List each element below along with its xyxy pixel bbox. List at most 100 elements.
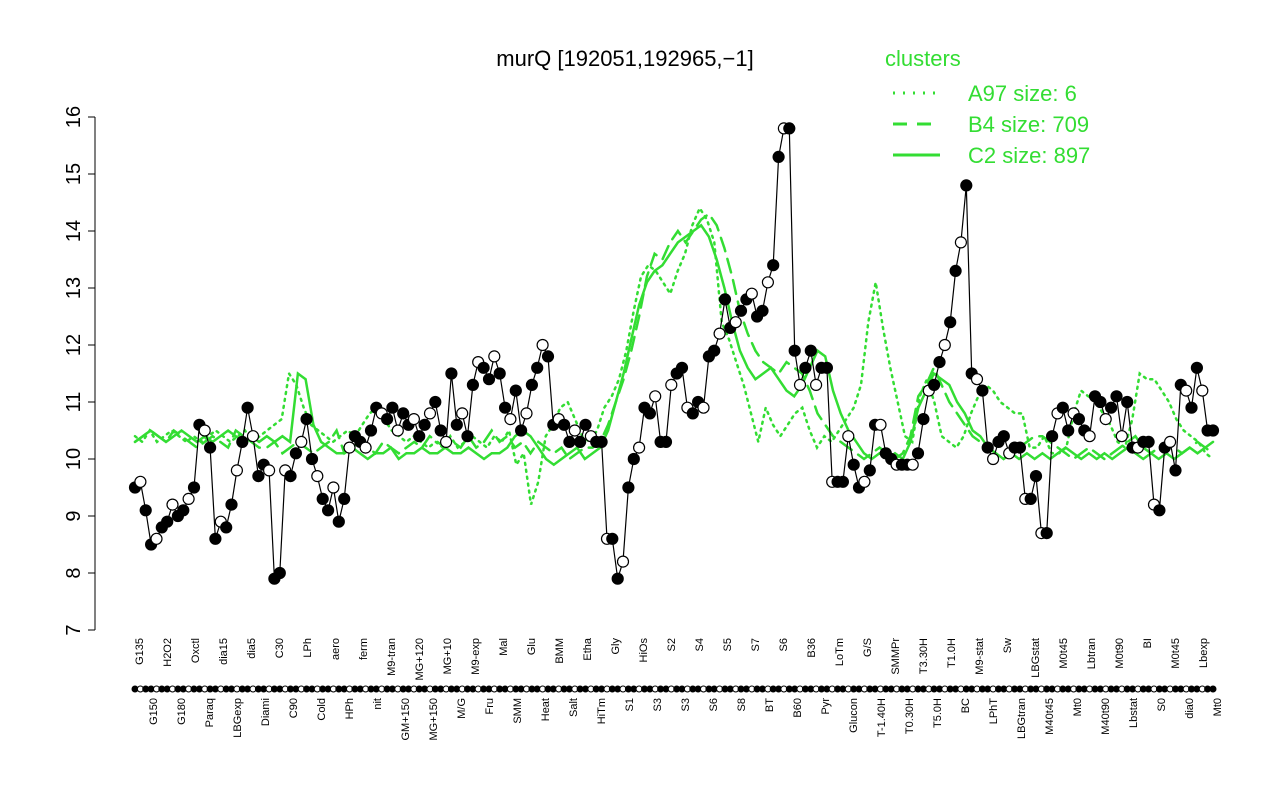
data-point bbox=[364, 424, 378, 437]
legend-label: A97 size: 6 bbox=[968, 81, 1077, 106]
data-point bbox=[911, 447, 925, 460]
x-tick-label: M0t45 bbox=[1058, 638, 1070, 669]
data-point bbox=[734, 304, 748, 317]
data-point bbox=[252, 470, 265, 483]
legend: clusters A97 size: 6 B4 size: 709 C2 size:… bbox=[885, 46, 1090, 168]
data-point bbox=[493, 367, 506, 380]
y-tick-label: 8 bbox=[63, 567, 85, 578]
data-point bbox=[466, 378, 479, 391]
data-point bbox=[960, 179, 973, 192]
data-point bbox=[139, 504, 152, 517]
data-point bbox=[772, 150, 785, 163]
data-point bbox=[729, 316, 742, 329]
x-tick-label: LBGstat bbox=[1030, 638, 1042, 678]
x-tick-label: Lbtran bbox=[1086, 638, 1098, 669]
data-point bbox=[944, 316, 957, 329]
x-tick-label: T0.30H bbox=[904, 698, 916, 734]
data-point bbox=[531, 361, 544, 374]
data-point bbox=[418, 418, 431, 431]
data-point bbox=[187, 481, 201, 494]
x-tick-label: SMM bbox=[512, 698, 524, 724]
x-tick-label: LBGtran bbox=[1016, 698, 1028, 739]
x-tick-label: HPh bbox=[344, 698, 356, 719]
x-tick-label: LBGexp bbox=[232, 698, 244, 738]
data-point bbox=[177, 504, 190, 517]
x-tick-label: S0 bbox=[1156, 698, 1168, 711]
data-point bbox=[520, 407, 533, 420]
data-point bbox=[756, 304, 769, 317]
data-point bbox=[783, 122, 796, 135]
x-tick-label: M/G bbox=[456, 698, 468, 719]
legend-title: clusters bbox=[885, 46, 961, 71]
data-point bbox=[1169, 464, 1182, 477]
data-point bbox=[359, 441, 372, 454]
x-tick-label: dia15 bbox=[218, 638, 230, 665]
x-tick-label: LoTm bbox=[834, 638, 846, 666]
data-point bbox=[246, 430, 260, 443]
x-tick-label: C30 bbox=[274, 638, 286, 658]
x-tick-label: S3 bbox=[652, 698, 664, 711]
data-point bbox=[429, 395, 442, 409]
y-tick-label: 7 bbox=[63, 624, 85, 635]
x-tick-label: G180 bbox=[176, 698, 188, 725]
x-tick-label: SMMPr bbox=[890, 638, 902, 675]
x-tick-label: B36 bbox=[806, 638, 818, 658]
data-point bbox=[391, 424, 404, 437]
data-point bbox=[300, 413, 313, 426]
data-point bbox=[209, 532, 222, 545]
data-point bbox=[1190, 361, 1204, 374]
x-tick-label: BMM bbox=[554, 638, 566, 664]
data-point bbox=[858, 475, 871, 488]
x-tick-label: Glu bbox=[526, 638, 538, 655]
data-point bbox=[225, 498, 238, 511]
x-tick-label: Mt0 bbox=[1212, 698, 1224, 716]
data-point bbox=[477, 361, 490, 374]
x-tick-label: B60 bbox=[792, 698, 804, 718]
data-point bbox=[482, 373, 496, 386]
y-tick-label: 15 bbox=[63, 163, 85, 185]
data-point bbox=[509, 384, 522, 397]
data-point bbox=[407, 413, 420, 426]
x-tick-label: ferm bbox=[358, 638, 370, 660]
cluster-line-b4 bbox=[133, 212, 1215, 461]
x-tick-label: C90 bbox=[288, 698, 300, 718]
data-point bbox=[981, 441, 994, 454]
data-point bbox=[611, 572, 624, 585]
data-point bbox=[456, 407, 469, 420]
x-tick-label: nit bbox=[372, 698, 384, 710]
data-point bbox=[295, 435, 308, 448]
data-point bbox=[1013, 441, 1027, 454]
data-point bbox=[595, 435, 608, 448]
data-point bbox=[541, 350, 555, 363]
data-point bbox=[761, 276, 775, 289]
x-tick-label: M9-stat bbox=[974, 638, 986, 675]
data-point bbox=[1072, 413, 1086, 426]
y-tick-label: 12 bbox=[63, 334, 85, 356]
data-point bbox=[397, 407, 410, 420]
x-tick-label: G150 bbox=[148, 698, 160, 725]
data-point bbox=[954, 236, 968, 249]
data-point bbox=[1045, 430, 1059, 443]
x-tick-label: Paraq bbox=[204, 698, 216, 727]
data-point bbox=[230, 464, 243, 477]
data-point bbox=[311, 470, 324, 483]
data-point bbox=[284, 470, 297, 483]
data-point bbox=[557, 418, 571, 431]
data-point bbox=[434, 424, 447, 437]
x-tick-label: S4 bbox=[694, 638, 706, 651]
data-point bbox=[847, 458, 860, 471]
x-tick-label: S3 bbox=[680, 698, 692, 711]
x-tick-label: Oxctl bbox=[190, 638, 202, 663]
data-point bbox=[499, 401, 512, 414]
x-tick-label: T5.0H bbox=[932, 698, 944, 728]
x-tick-label: MG+120 bbox=[414, 638, 426, 681]
data-point bbox=[697, 401, 710, 414]
data-point bbox=[1206, 424, 1220, 437]
x-tick-label: Etha bbox=[582, 637, 594, 661]
data-point bbox=[1024, 492, 1037, 505]
data-point bbox=[842, 430, 855, 443]
data-point bbox=[745, 287, 758, 300]
x-tick-label: M0t45 bbox=[1170, 638, 1182, 669]
data-point bbox=[1180, 384, 1193, 397]
x-tick-label: S7 bbox=[750, 638, 762, 651]
